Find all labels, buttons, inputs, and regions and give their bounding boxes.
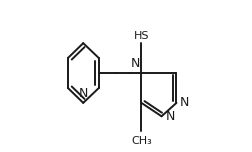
Text: CH₃: CH₃	[131, 136, 151, 146]
Text: N: N	[179, 96, 189, 109]
Text: HS: HS	[133, 31, 149, 41]
Text: N: N	[165, 110, 174, 123]
Text: N: N	[78, 87, 87, 100]
Text: N: N	[130, 57, 139, 70]
